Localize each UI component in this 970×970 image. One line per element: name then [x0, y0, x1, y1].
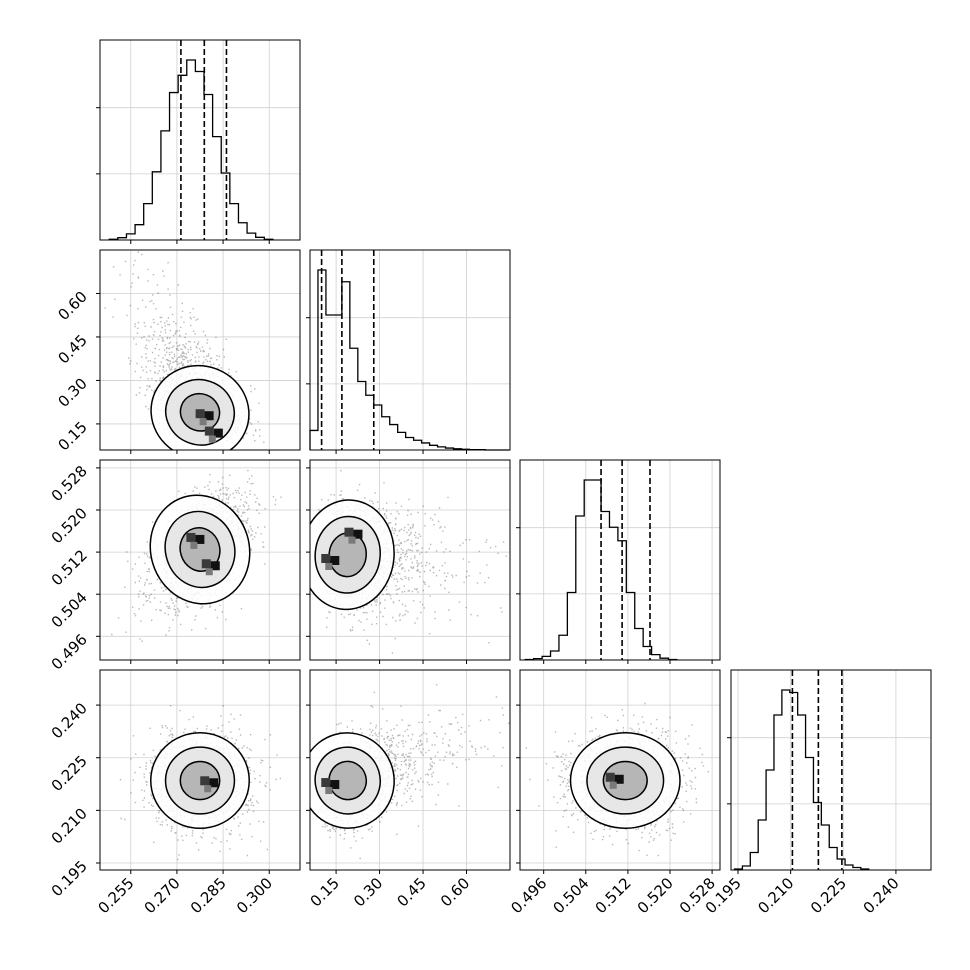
- density-cell: [330, 556, 340, 565]
- density-cell: [186, 532, 196, 542]
- x-tick-label-p3: 0.520: [634, 874, 677, 917]
- scatter-panel-p1-p3: [96, 459, 301, 664]
- panel-frame: [99, 249, 301, 451]
- density-cell: [209, 778, 219, 788]
- y-tick-label-p2: 0.60: [54, 288, 90, 324]
- panel-frame: [99, 39, 301, 241]
- scatter-points: [315, 684, 510, 860]
- panel-frame: [730, 669, 932, 871]
- density-cell: [205, 568, 213, 576]
- panel-frame: [309, 459, 511, 661]
- histogram-panel-p2: [306, 249, 511, 454]
- scatter-panel-p2-p4: [306, 669, 511, 874]
- histogram-step-p4: [733, 689, 870, 870]
- y-tick-label-p3: 0.512: [48, 546, 91, 589]
- y-tick-label-p3: 0.504: [48, 588, 91, 631]
- y-tick-label-p4: 0.240: [48, 699, 91, 742]
- density-cell: [609, 781, 617, 789]
- x-tick-label-p3: 0.496: [507, 874, 550, 917]
- density-cell: [321, 778, 331, 788]
- density-cell: [195, 534, 205, 544]
- x-tick-label-p3: 0.512: [592, 874, 635, 917]
- density-cell: [605, 772, 615, 782]
- scatter-panel-p2-p3: [306, 459, 511, 664]
- density-layer: [119, 705, 281, 861]
- density-cell: [208, 435, 216, 443]
- histogram-panel-p1: [96, 39, 301, 244]
- density-layer: [310, 684, 510, 860]
- x-tick-label-p2: 0.30: [350, 874, 386, 910]
- x-tick-label-p4: 0.210: [754, 874, 797, 917]
- density-cell: [195, 409, 205, 419]
- density-cell: [201, 559, 211, 569]
- density-cell: [204, 411, 214, 421]
- y-tick-label-p3: 0.528: [48, 462, 91, 505]
- density-layer: [525, 702, 709, 857]
- density-cell: [325, 563, 333, 570]
- panel-frame: [309, 249, 511, 451]
- x-tick-label-p1: 0.285: [187, 874, 230, 917]
- density-cell: [210, 561, 220, 571]
- density-layer: [310, 470, 510, 654]
- histogram-panel-p4: [727, 669, 932, 874]
- panel-frame: [99, 459, 301, 661]
- y-tick-label-p2: 0.45: [54, 331, 90, 367]
- density-cell: [204, 785, 212, 793]
- y-tick-label-p4: 0.195: [48, 857, 91, 900]
- histogram-step-p2: [309, 269, 510, 451]
- density-cell: [325, 787, 333, 795]
- density-cell: [200, 776, 210, 786]
- density-layer: [104, 251, 265, 450]
- density-cell: [204, 426, 214, 436]
- scatter-panel-p3-p4: [516, 669, 721, 874]
- x-tick-label-p2: 0.15: [307, 874, 343, 910]
- x-tick-label-p1: 0.270: [141, 874, 184, 917]
- x-tick-label-p1: 0.255: [94, 874, 137, 917]
- histogram-step-p1: [108, 59, 274, 240]
- y-tick-label-p4: 0.210: [48, 804, 91, 847]
- density-cell: [330, 780, 340, 790]
- density-cell: [614, 774, 624, 784]
- x-tick-label-p4: 0.225: [807, 874, 850, 917]
- density-cell: [190, 541, 198, 549]
- density-cell: [199, 418, 207, 426]
- x-tick-label-p3: 0.504: [550, 874, 593, 917]
- y-tick-label-p4: 0.225: [48, 752, 91, 795]
- y-tick-label-p3: 0.496: [48, 630, 91, 673]
- density-cell: [321, 554, 331, 563]
- panel-frame: [99, 669, 301, 871]
- density-cell: [353, 529, 363, 539]
- x-tick-label-p4: 0.240: [860, 874, 903, 917]
- histogram-panel-p3: [516, 459, 721, 664]
- density-cell: [348, 536, 356, 544]
- panel-frame: [519, 459, 721, 661]
- contour-level-3: [602, 760, 648, 801]
- x-tick-label-p1: 0.300: [233, 874, 276, 917]
- histogram-step-p3: [524, 479, 678, 661]
- density-cell: [344, 527, 354, 537]
- y-tick-label-p3: 0.520: [48, 504, 91, 547]
- panel-frame: [519, 669, 721, 871]
- scatter-panel-p1-p2: [96, 249, 301, 454]
- x-tick-label-p2: 0.45: [394, 874, 430, 910]
- y-tick-label-p2: 0.15: [54, 418, 90, 454]
- density-cell: [213, 428, 223, 438]
- x-tick-label-p2: 0.60: [437, 874, 473, 910]
- scatter-panel-p1-p4: [96, 669, 301, 874]
- y-tick-label-p2: 0.30: [54, 375, 90, 411]
- panel-frame: [309, 669, 511, 871]
- density-layer: [111, 469, 282, 642]
